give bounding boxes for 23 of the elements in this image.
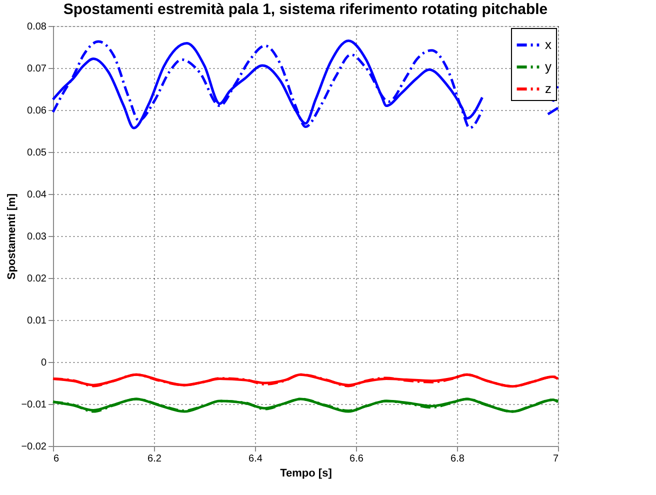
y-tick-label: 0.01 [27, 316, 47, 326]
y-tick-label: 0.08 [27, 22, 47, 32]
y-axis-title: Spostamenti [m] [6, 193, 18, 280]
chart-title: Spostamenti estremità pala 1, sistema riferimento rotating pitchable [63, 1, 548, 18]
y-tick-label: −0.02 [21, 442, 47, 452]
y-tick-label: 0.02 [27, 274, 47, 284]
y-tick-label: 0.03 [27, 232, 47, 242]
y-tick-label: 0 [40, 358, 47, 368]
legend-label: z [545, 81, 552, 96]
y-tick-label: 0.06 [27, 106, 47, 116]
y-tick-label: −0.01 [21, 400, 47, 410]
y-tick-label: 0.07 [27, 64, 47, 74]
x-tick-label: 6.2 [148, 454, 162, 464]
x-tick-label: 6.6 [350, 454, 364, 464]
x-tick-label: 6.8 [450, 454, 465, 464]
legend-label: x [545, 37, 552, 52]
y-tick-label: 0.04 [27, 190, 47, 200]
x-tick-label: 6.4 [248, 454, 263, 464]
y-tick-label: 0.05 [27, 148, 47, 158]
x-tick-label: 6 [54, 454, 60, 464]
x-tick-label: 7 [552, 454, 559, 464]
legend-label: y [545, 59, 552, 74]
x-axis-title: Tempo [s] [280, 468, 332, 480]
